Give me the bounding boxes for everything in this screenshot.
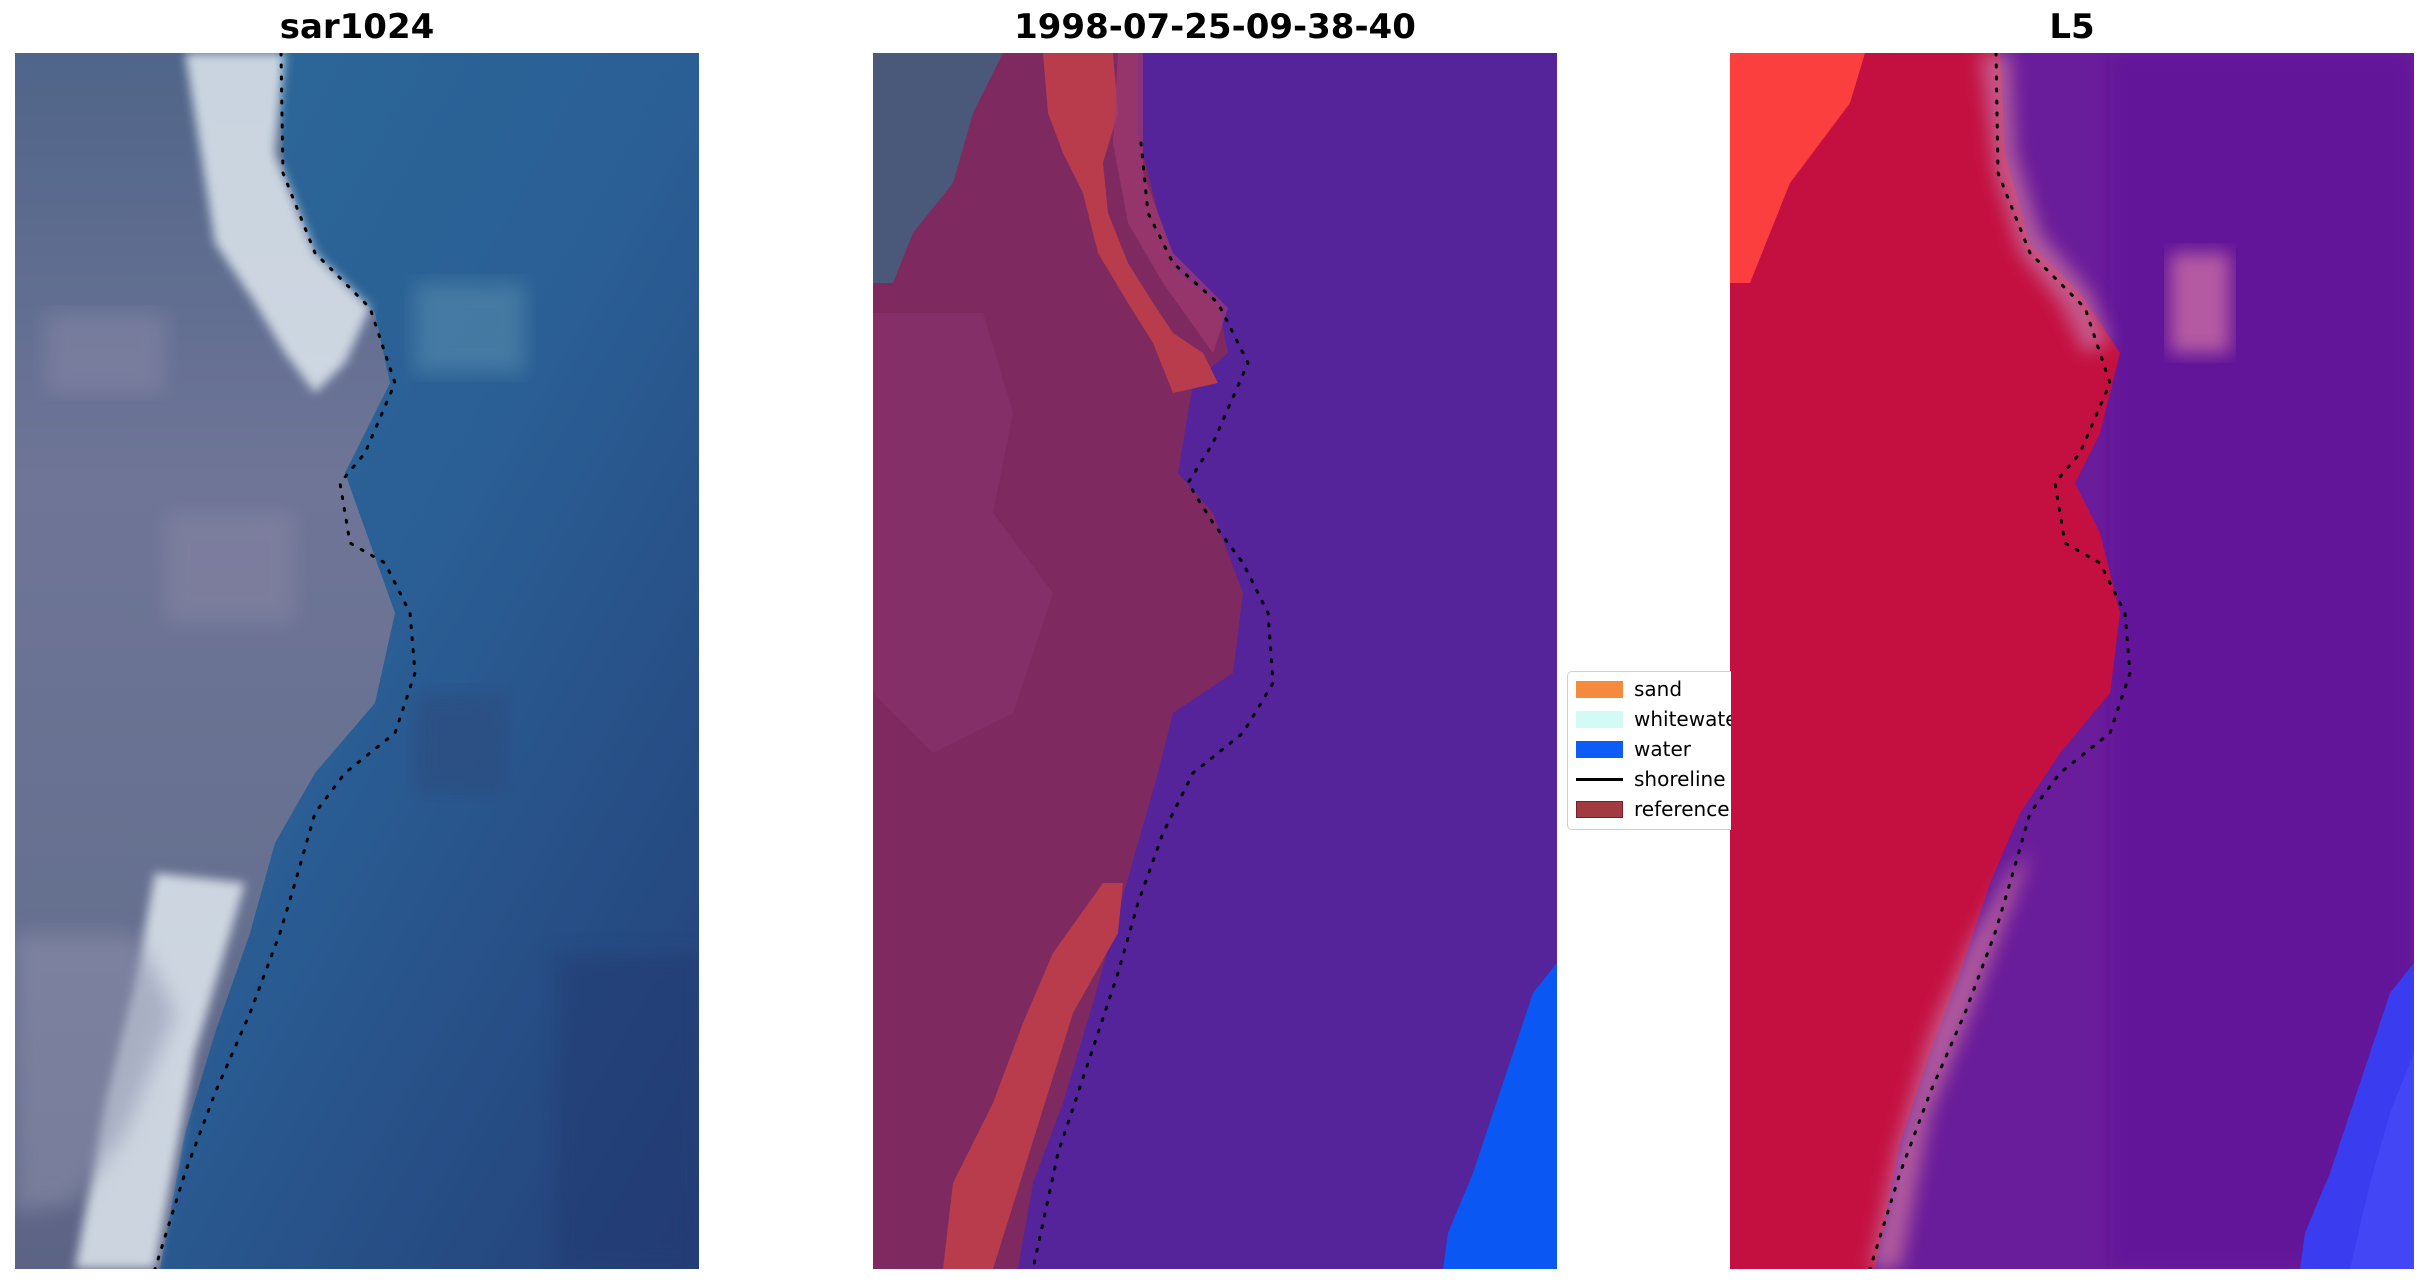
classification-panel bbox=[873, 53, 1557, 1269]
sand-swatch bbox=[1576, 681, 1623, 698]
sar-patch-3 bbox=[415, 283, 525, 373]
class-edge-highlight bbox=[1113, 53, 1228, 353]
legend-label-shoreline: shoreline bbox=[1634, 767, 1726, 791]
class-ref bbox=[1043, 53, 1218, 393]
legend: sand whitewater water shoreline referenc… bbox=[1567, 671, 1731, 830]
panel-title-date: 1998-07-25-09-38-40 bbox=[1014, 7, 1416, 47]
legend-item-sand: sand bbox=[1568, 676, 1731, 702]
rgb-image bbox=[15, 53, 699, 1269]
reference-swatch bbox=[1576, 801, 1623, 818]
class-sea-blue bbox=[1443, 963, 1557, 1269]
sar-patch-2 bbox=[165, 513, 295, 623]
legend-item-reference: reference bbox=[1568, 796, 1731, 822]
whitewater-swatch bbox=[1576, 711, 1623, 728]
legend-label-sand: sand bbox=[1634, 677, 1683, 701]
sar-patch-4 bbox=[415, 693, 505, 793]
panel-title-l5: L5 bbox=[2049, 7, 2095, 47]
water-swatch bbox=[1576, 741, 1623, 758]
sar-patch-1 bbox=[45, 313, 165, 393]
legend-item-whitewater: whitewater bbox=[1568, 706, 1731, 732]
shoreline-3 bbox=[1868, 53, 2132, 1269]
l5-blue-corner-inner bbox=[2350, 1053, 2414, 1269]
l5-pink-patch bbox=[2170, 253, 2230, 353]
legend-label-reference: reference bbox=[1634, 797, 1730, 821]
l5-image bbox=[1730, 53, 2414, 1269]
shoreline-1 bbox=[153, 53, 417, 1269]
legend-item-water: water bbox=[1568, 736, 1731, 762]
class-ref-lower bbox=[943, 883, 1123, 1269]
shoreline-2 bbox=[1031, 141, 1275, 1269]
class-dark-corner bbox=[873, 53, 1003, 283]
legend-label-whitewater: whitewater bbox=[1634, 707, 1731, 731]
sar-surf-lower bbox=[15, 933, 175, 1213]
l5-red-corner bbox=[1730, 53, 1865, 283]
legend-label-water: water bbox=[1634, 737, 1691, 761]
rgb-image-panel bbox=[15, 53, 699, 1269]
class-land-highlight bbox=[873, 313, 1053, 753]
classification-image bbox=[873, 53, 1557, 1269]
l5-panel bbox=[1730, 53, 2414, 1269]
l5-land bbox=[1730, 53, 2120, 1269]
shoreline-line-swatch bbox=[1576, 778, 1623, 781]
l5-water-shade bbox=[2110, 53, 2414, 1269]
sar-patch-5 bbox=[555, 953, 699, 1269]
legend-item-shoreline: shoreline bbox=[1568, 766, 1731, 792]
panel-title-sar1024: sar1024 bbox=[279, 7, 435, 47]
